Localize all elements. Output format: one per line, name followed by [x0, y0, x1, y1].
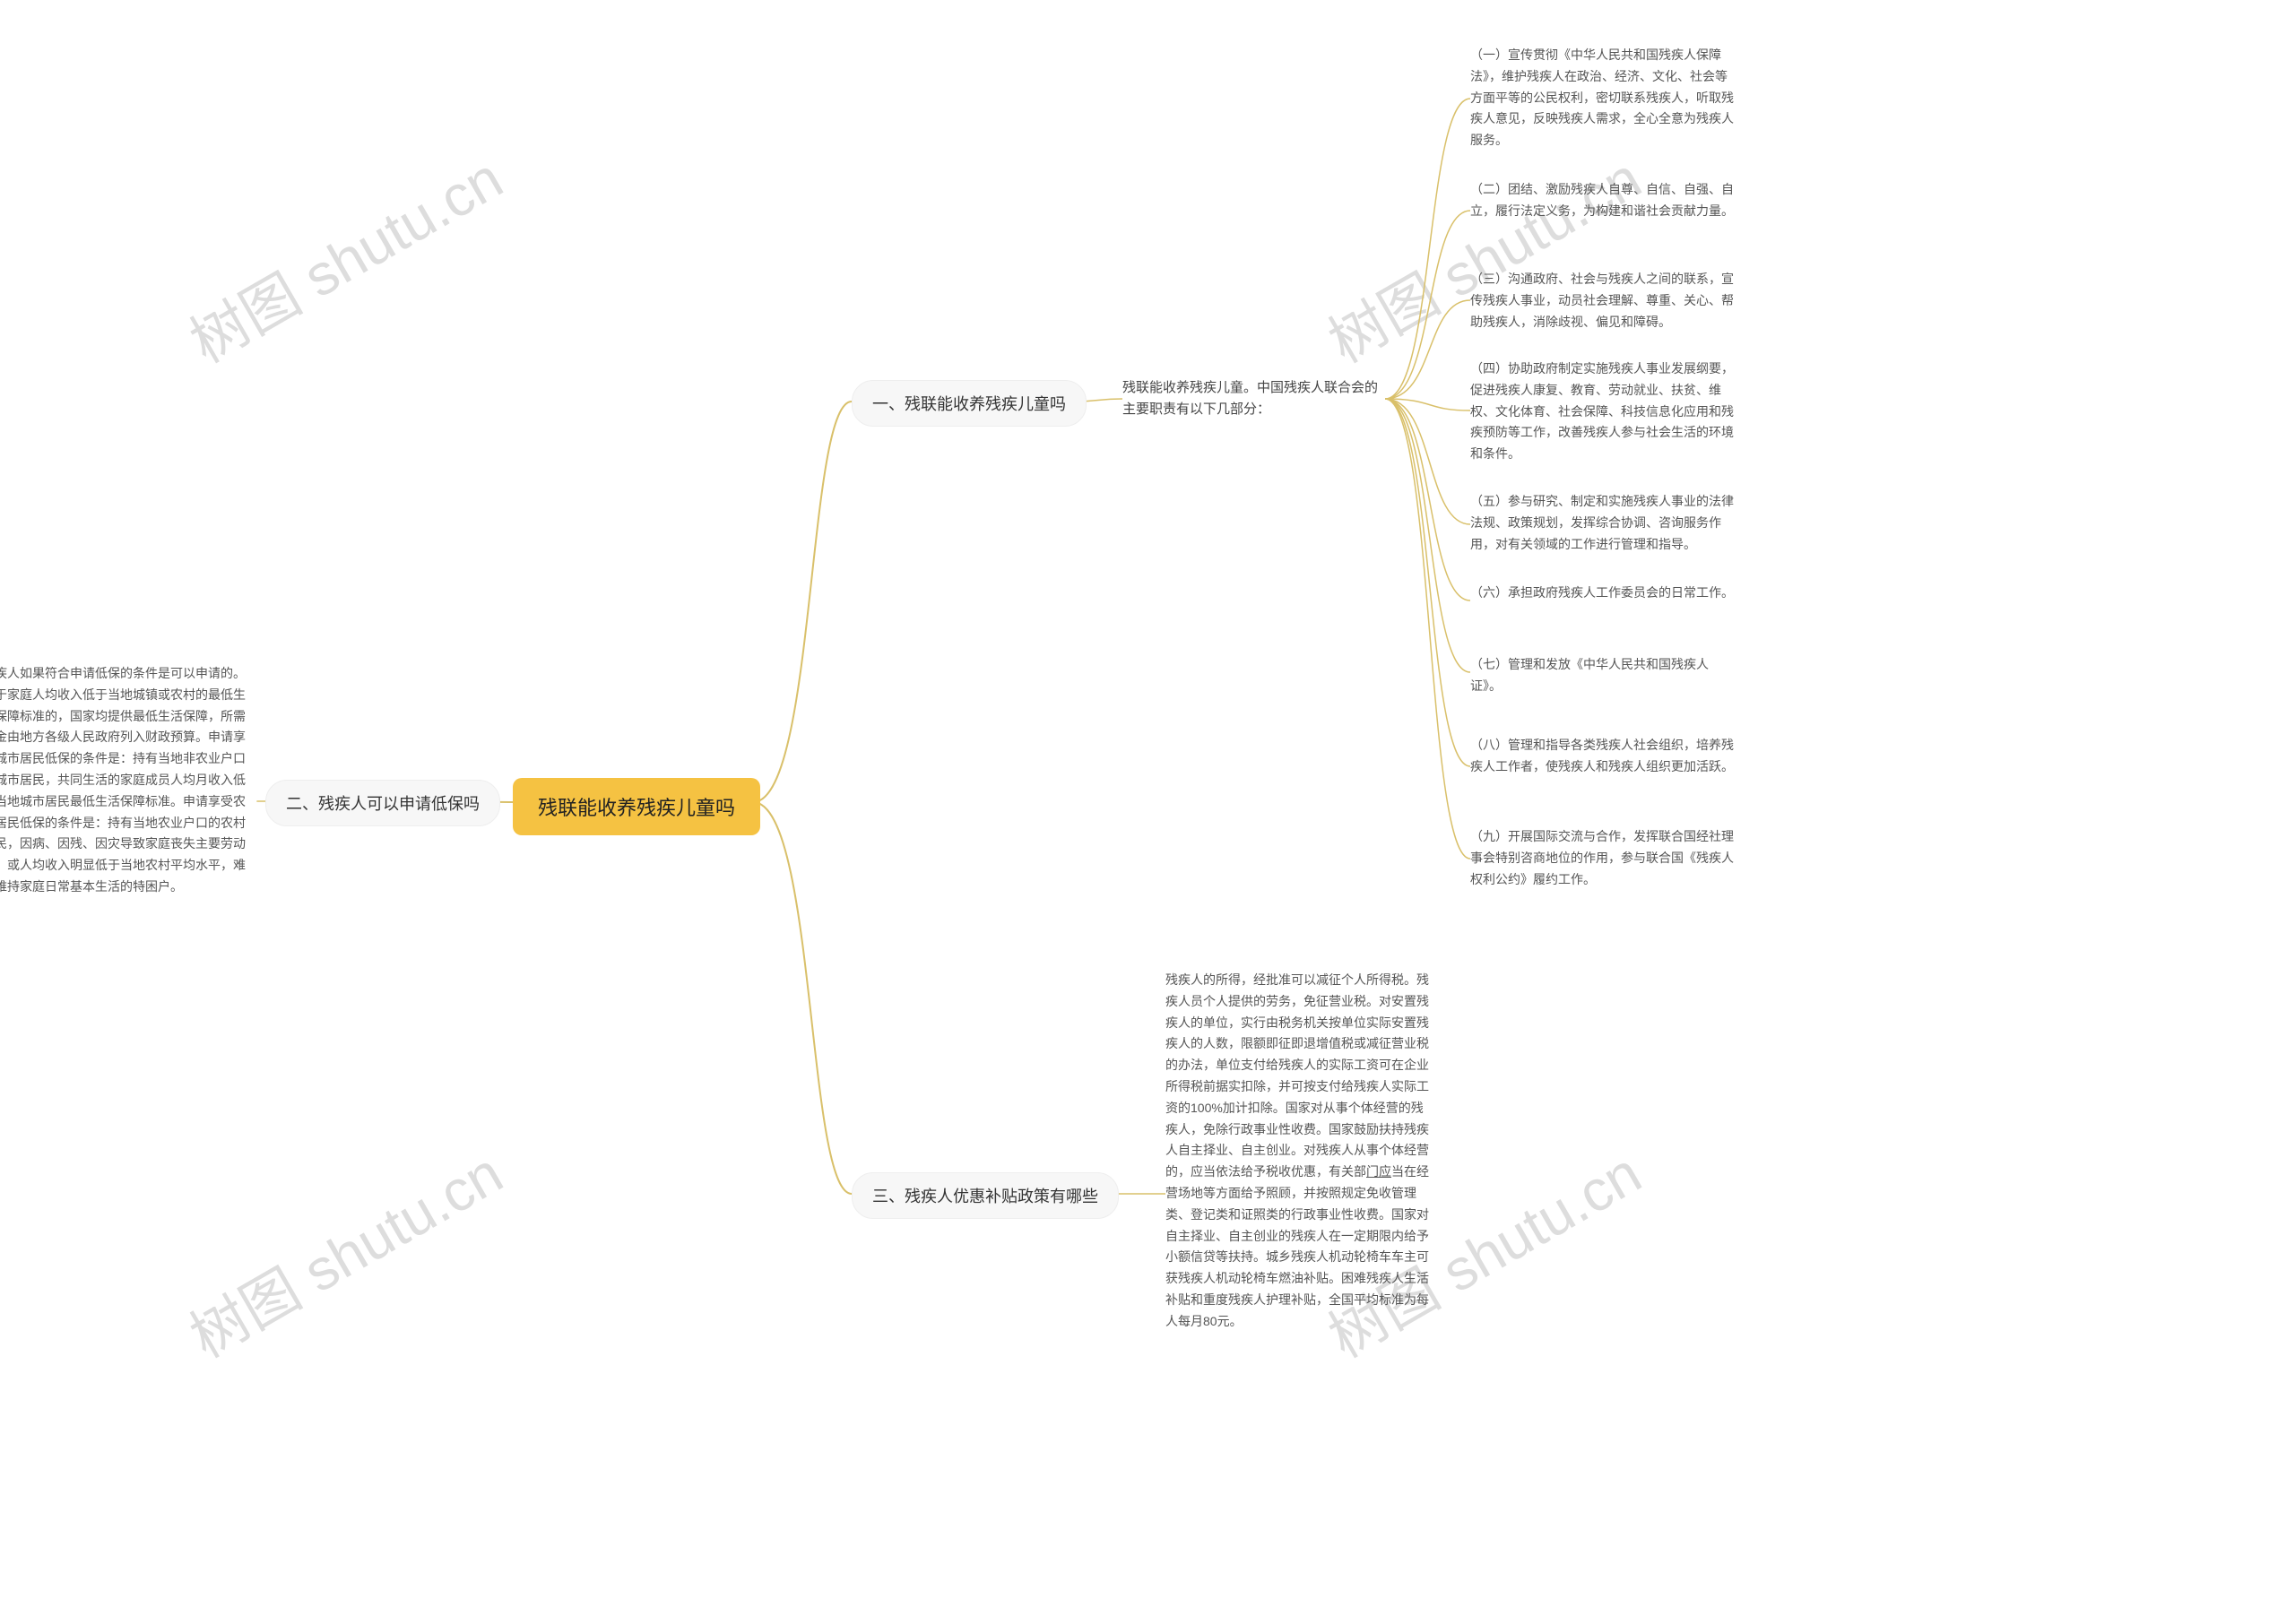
leaf-node: （七）管理和发放《中华人民共和国残疾人证》。	[1470, 654, 1739, 697]
leaf-node: （五）参与研究、制定和实施残疾人事业的法律法规、政策规划，发挥综合协调、咨询服务…	[1470, 491, 1739, 555]
root-node[interactable]: 残联能收养残疾儿童吗	[513, 778, 760, 835]
leaf-node: （二）团结、激励残疾人自尊、自信、自强、自立，履行法定义务，为构建和谐社会贡献力…	[1470, 179, 1739, 222]
leaf-node: （四）协助政府制定实施残疾人事业发展纲要，促进残疾人康复、教育、劳动就业、扶贫、…	[1470, 358, 1739, 465]
branch-node-3[interactable]: 三、残疾人优惠补贴政策有哪些	[852, 1172, 1119, 1219]
branch-1-subheader: 残联能收养残疾儿童。中国残疾人联合会的主要职责有以下几部分：	[1122, 377, 1382, 420]
branch-node-1[interactable]: 一、残联能收养残疾儿童吗	[852, 380, 1087, 427]
leaf-node: （六）承担政府残疾人工作委员会的日常工作。	[1470, 583, 1739, 604]
leaf-node: 残疾人的所得，经批准可以减征个人所得税。残疾人员个人提供的劳务，免征营业税。对安…	[1165, 970, 1434, 1333]
leaf-node: 残疾人如果符合申请低保的条件是可以申请的。对于家庭人均收入低于当地城镇或农村的最…	[0, 663, 251, 898]
branch-node-2[interactable]: 二、残疾人可以申请低保吗	[265, 780, 500, 826]
mindmap-canvas: 树图 shutu.cn 树图 shutu.cn 树图 shutu.cn 树图 s…	[0, 0, 2295, 1624]
leaf-node: （一）宣传贯彻《中华人民共和国残疾人保障法》，维护残疾人在政治、经济、文化、社会…	[1470, 45, 1739, 151]
watermark: 树图 shutu.cn	[173, 134, 515, 379]
watermark: 树图 shutu.cn	[173, 1128, 515, 1374]
leaf-node: （九）开展国际交流与合作，发挥联合国经社理事会特别咨商地位的作用，参与联合国《残…	[1470, 826, 1739, 890]
leaf-node: （三）沟通政府、社会与残疾人之间的联系，宣传残疾人事业，动员社会理解、尊重、关心…	[1470, 269, 1739, 333]
watermark: 树图 shutu.cn	[1312, 134, 1654, 379]
leaf-node: （八）管理和指导各类残疾人社会组织，培养残疾人工作者，使残疾人和残疾人组织更加活…	[1470, 735, 1739, 778]
